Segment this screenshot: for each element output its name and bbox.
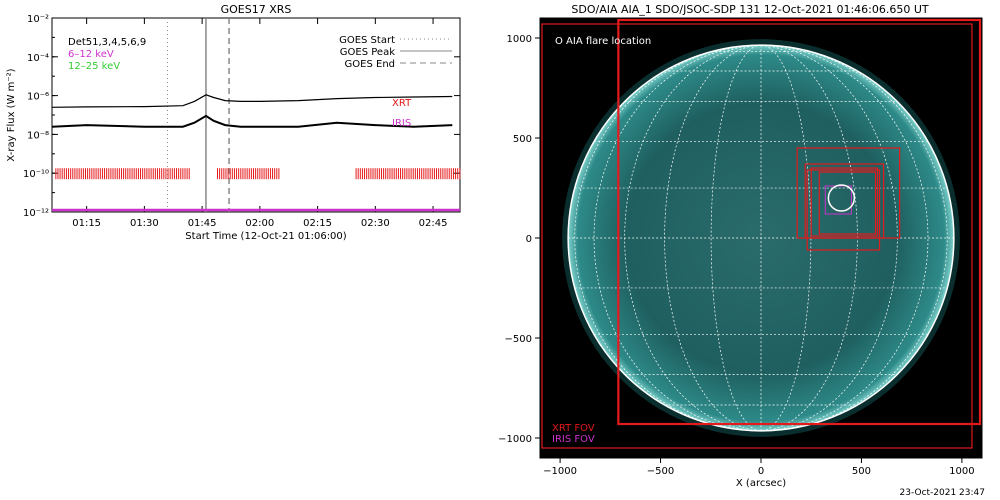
goes-legend-event-label: GOES Start bbox=[339, 35, 395, 46]
aia-x-tick-label: 500 bbox=[852, 466, 871, 477]
goes-observation-ticks bbox=[55, 168, 461, 180]
xrt-fov-box bbox=[617, 18, 982, 426]
aia-y-tick-label: 0 bbox=[526, 234, 532, 245]
grid-meridian-line bbox=[760, 45, 948, 431]
aia-x-axis-label: X (arcsec) bbox=[736, 478, 786, 489]
goes-legend-high-band: 12–25 keV bbox=[68, 61, 120, 72]
goes-y-tick-label: 10⁻⁶ bbox=[27, 92, 49, 103]
grid-meridian-line bbox=[760, 45, 812, 431]
goes-x-tick-label: 01:30 bbox=[130, 218, 159, 229]
goes-annotation-iris: IRIS bbox=[392, 118, 411, 129]
goes-legend-event-label: GOES End bbox=[345, 59, 395, 70]
goes-x-tick-label: 02:15 bbox=[303, 218, 332, 229]
grid-meridian-line bbox=[710, 45, 762, 431]
grid-meridian-line bbox=[574, 45, 762, 431]
xrt-fov-box bbox=[806, 169, 881, 251]
goes-y-axis-label: X-ray Flux (W m⁻²) bbox=[6, 68, 17, 161]
goes-legend-event-label: GOES Peak bbox=[340, 47, 395, 58]
goes-series-line bbox=[51, 94, 453, 108]
goes-y-tick-label: 10⁻⁴ bbox=[27, 53, 49, 64]
goes-title: GOES17 XRS bbox=[221, 3, 292, 16]
goes-legend-detectors: Det51,3,4,5,6,9 bbox=[68, 37, 146, 48]
xrt-fov-box bbox=[541, 23, 973, 449]
grid-meridian-line bbox=[664, 45, 762, 431]
goes-x-tick-label: 01:45 bbox=[188, 218, 217, 229]
aia-title: SDO/AIA AIA_1 SDO/JSOC-SDP 131 12-Oct-20… bbox=[571, 3, 929, 16]
xrt-fov-box bbox=[810, 167, 879, 237]
aia-flare-location-marker bbox=[827, 184, 856, 212]
goes-y-tick-label: 10⁻² bbox=[27, 14, 49, 25]
goes-x-tick-label: 02:30 bbox=[361, 218, 390, 229]
goes-legend-low-band: 6–12 keV bbox=[68, 49, 114, 60]
goes-y-tick-label: 10⁻¹² bbox=[23, 208, 49, 219]
goes-x-tick-label: 02:45 bbox=[419, 218, 448, 229]
goes-series-line bbox=[51, 114, 453, 128]
aia-flare-legend: O AIA flare location bbox=[555, 36, 651, 47]
goes-x-tick-label: 01:15 bbox=[72, 218, 101, 229]
grid-meridian-line bbox=[624, 45, 762, 431]
aia-x-tick-label: 1000 bbox=[949, 466, 974, 477]
aia-y-tick-label: −500 bbox=[505, 334, 532, 345]
xrt-fov-box bbox=[818, 171, 877, 235]
sun-limb bbox=[567, 44, 955, 432]
aia-x-tick-label: −1000 bbox=[543, 466, 577, 477]
aia-legend-iris-fov: IRIS FOV bbox=[552, 434, 595, 445]
goes-x-axis-label: Start Time (12-Oct-21 01:06:00) bbox=[185, 231, 346, 242]
goes-y-tick-label: 10⁻¹⁰ bbox=[23, 169, 49, 180]
goes-x-tick-label: 02:00 bbox=[245, 218, 274, 229]
aia-y-tick-label: 1000 bbox=[507, 34, 532, 45]
goes-annotation-xrt: XRT bbox=[392, 98, 412, 109]
aia-x-tick-label: 0 bbox=[758, 466, 764, 477]
aia-y-tick-label: −1000 bbox=[498, 434, 532, 445]
aia-y-tick-label: 500 bbox=[513, 134, 532, 145]
aia-legend-xrt-fov: XRT FOV bbox=[552, 423, 595, 434]
grid-meridian-line bbox=[593, 45, 762, 431]
aia-footer-timestamp: 23-Oct-2021 23:47 bbox=[900, 488, 985, 498]
grid-meridian-line bbox=[760, 45, 929, 431]
aia-x-tick-label: −500 bbox=[647, 466, 674, 477]
xrt-fov-box bbox=[804, 163, 885, 239]
goes-y-tick-label: 10⁻⁸ bbox=[27, 130, 49, 141]
